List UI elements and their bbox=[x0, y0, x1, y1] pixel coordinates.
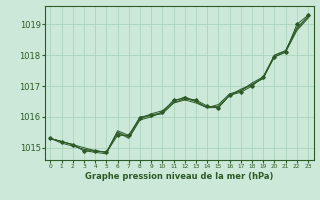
X-axis label: Graphe pression niveau de la mer (hPa): Graphe pression niveau de la mer (hPa) bbox=[85, 172, 273, 181]
